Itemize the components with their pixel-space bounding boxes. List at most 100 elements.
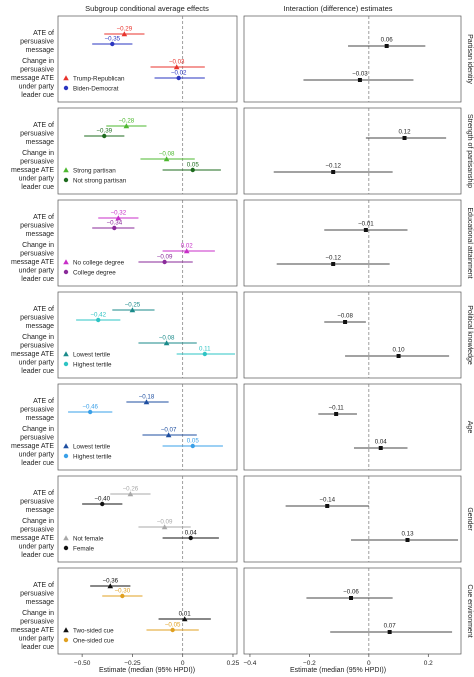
row-label-cue-line: persuasive — [20, 619, 54, 626]
row-label-cue-line: message ATE — [11, 167, 54, 174]
estimate-label: −0.36 — [102, 577, 118, 584]
panel-title: Cue environment — [466, 584, 473, 637]
row-label-cue-line: message ATE — [11, 535, 54, 542]
interaction-marker — [405, 538, 410, 542]
right-panel-frame — [243, 107, 462, 195]
interaction-label: 0.10 — [393, 347, 406, 354]
right-x-tick-label: −0.4 — [244, 660, 257, 667]
interaction-marker — [325, 504, 330, 508]
panel-title: Gender — [466, 507, 473, 531]
estimate-marker — [120, 593, 125, 599]
row-label-cue-line: under party — [19, 544, 55, 551]
interaction-marker — [349, 596, 354, 600]
left-panel-frame — [57, 383, 238, 471]
interaction-1: 0.04 — [353, 439, 408, 450]
row-label-ate: ATE of persuasive message — [20, 490, 54, 514]
legend-marker — [63, 453, 69, 459]
row-label-cue-line: persuasive — [20, 67, 54, 74]
interaction-marker — [396, 354, 401, 358]
left-x-axis-label: Estimate (median (95% HPDI)) — [99, 667, 195, 674]
estimate-label: −0.34 — [106, 219, 122, 226]
row-label-cue-line: Change in — [22, 58, 54, 65]
legend-item-0: Lowest tertile — [63, 443, 111, 450]
row-label-ate-line: message — [26, 323, 55, 330]
row-label-cue-line: leader cue — [21, 92, 54, 99]
row-label-ate-line: message — [26, 231, 55, 238]
interaction-0: 0.12 — [365, 129, 447, 140]
right-panel-frame — [243, 199, 462, 287]
estimate-label: 0.11 — [199, 345, 211, 352]
row-label-cue-line: Change in — [22, 426, 54, 433]
interaction-0: −0.11 — [318, 405, 357, 416]
estimate-marker — [96, 317, 101, 323]
legend-item-0: No college degree — [63, 259, 125, 266]
estimate-marker — [181, 616, 188, 622]
row-label-cue-line: persuasive — [20, 435, 54, 442]
estimate-ate-0: −0.28 — [106, 117, 147, 129]
right-panel-frame — [243, 475, 462, 563]
estimate-cue-1: 0.05 — [162, 437, 223, 449]
row-label-cue-line: leader cue — [21, 368, 54, 375]
estimate-marker — [110, 41, 115, 47]
row-label-ate: ATE of persuasive message — [20, 306, 54, 330]
estimate-marker — [143, 399, 150, 405]
interaction-label: −0.01 — [358, 221, 374, 228]
legend-item-1: College degree — [63, 269, 116, 276]
estimate-label: −0.42 — [90, 311, 106, 318]
left-x-tick-label: −0.25 — [124, 660, 141, 667]
row-label-ate-line: ATE of — [33, 214, 54, 221]
estimate-cue-1: 0.05 — [162, 161, 221, 173]
legend-marker — [63, 627, 69, 633]
interaction-label: −0.14 — [319, 497, 335, 504]
right-x-tick-label: 0 — [367, 660, 371, 667]
row-label-ate-line: message — [26, 507, 55, 514]
row-label-ate: ATE of persuasive message — [20, 30, 54, 54]
interaction-0: 0.06 — [348, 37, 426, 48]
estimate-marker — [100, 501, 105, 507]
panel-title: Political knowledge — [466, 305, 473, 365]
row-label-cue-line: persuasive — [20, 159, 54, 166]
row-label-cue-line: Change in — [22, 242, 54, 249]
estimate-marker — [121, 31, 128, 37]
interaction-1: −0.12 — [276, 255, 390, 266]
legend-marker — [63, 85, 69, 91]
legend-marker — [63, 351, 69, 357]
legend-item-0: Two-sided cue — [63, 627, 114, 634]
right-panel-frame — [243, 15, 462, 103]
legend-label: Highest tertile — [73, 361, 112, 368]
row-label-ate-line: persuasive — [20, 407, 54, 414]
estimate-label: −0.03 — [169, 58, 185, 65]
right-column-title: Interaction (difference) estimates — [283, 4, 392, 13]
interaction-1: −0.03 — [303, 71, 414, 82]
interaction-1: −0.12 — [273, 163, 393, 174]
legend-label: Female — [73, 545, 94, 552]
legend-item-1: One-sided cue — [63, 637, 114, 644]
legend-label: Highest tertile — [73, 453, 112, 460]
left-panel-frame — [57, 15, 238, 103]
interaction-label: 0.12 — [398, 129, 411, 136]
row-label-cue-line: leader cue — [21, 276, 54, 283]
panel-title: Age — [466, 421, 473, 434]
legend-marker — [63, 75, 69, 81]
interaction-label: −0.08 — [337, 313, 353, 320]
legend-marker — [63, 361, 69, 367]
interaction-label: −0.11 — [329, 405, 345, 412]
legend-item-0: Trump-Republican — [63, 75, 125, 82]
estimate-label: −0.05 — [165, 621, 181, 628]
legend-marker — [63, 177, 69, 183]
estimate-label: −0.09 — [157, 518, 173, 525]
estimate-cue-0: 0.01 — [158, 610, 211, 622]
row-label-ate-line: persuasive — [20, 131, 54, 138]
row-label-cue-line: leader cue — [21, 184, 54, 191]
row-label-ate-line: persuasive — [20, 499, 54, 506]
left-x-tick-label: 0.25 — [227, 660, 240, 667]
legend-item-0: Strong partisan — [63, 167, 116, 174]
interaction-marker — [343, 320, 348, 324]
interaction-marker — [384, 44, 389, 48]
legend-marker — [63, 443, 69, 449]
row-label-ate-line: ATE of — [33, 398, 54, 405]
row-label-cue: Change in persuasive message ATE under part… — [11, 150, 55, 191]
estimate-label: 0.04 — [185, 529, 198, 536]
